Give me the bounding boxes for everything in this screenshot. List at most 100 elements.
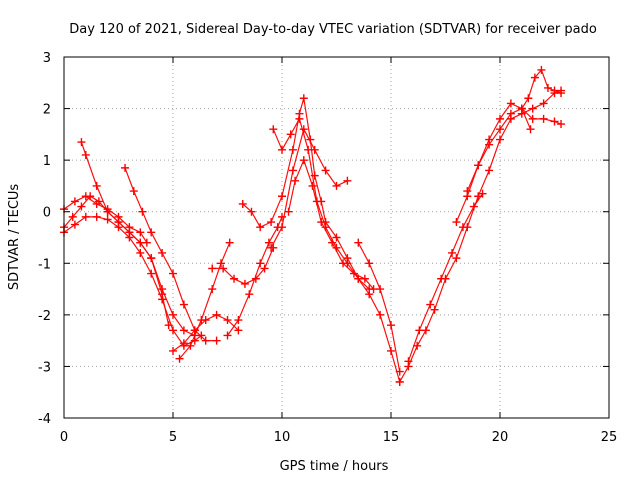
data-point: [179, 300, 188, 309]
data-point: [288, 166, 297, 175]
data-point: [528, 104, 537, 113]
data-point: [212, 336, 221, 345]
series-arc-8: [208, 243, 278, 288]
data-point: [286, 130, 295, 139]
y-axis-label: SDTVAR / TECUs: [7, 184, 22, 291]
y-tick-label: 3: [43, 51, 51, 66]
data-point: [169, 326, 177, 335]
data-point: [278, 145, 286, 154]
data-point: [550, 86, 559, 95]
y-tick-label: 1: [43, 154, 51, 169]
x-axis-label: GPS time / hours: [280, 459, 389, 474]
data-point: [317, 218, 326, 227]
data-point: [299, 125, 308, 134]
data-point: [230, 274, 239, 283]
series-trace: [270, 128, 348, 249]
data-point: [114, 218, 123, 227]
data-point: [103, 207, 112, 216]
data-point: [92, 181, 101, 190]
series-arc-4: [77, 138, 173, 330]
series-trace: [357, 242, 401, 372]
data-point: [354, 238, 363, 247]
data-point: [496, 135, 504, 144]
data-point: [147, 254, 156, 263]
data-point: [136, 228, 145, 237]
data-point: [234, 326, 243, 335]
data-point: [175, 354, 184, 363]
data-point: [452, 218, 461, 227]
data-point: [343, 176, 352, 185]
data-point: [201, 336, 210, 345]
data-point: [452, 254, 461, 263]
data-point: [278, 192, 286, 201]
data-point: [288, 145, 297, 154]
data-point: [474, 161, 483, 170]
x-tick-label: 20: [492, 430, 509, 445]
data-point: [506, 99, 515, 108]
data-point: [415, 326, 424, 335]
data-point: [164, 321, 173, 330]
data-point: [376, 310, 385, 319]
x-tick-label: 0: [60, 430, 68, 445]
data-point: [530, 73, 539, 82]
series-arc-18: [463, 104, 566, 196]
series-arc-9: [223, 212, 286, 340]
data-point: [256, 259, 265, 268]
data-point: [539, 99, 548, 108]
data-point: [478, 189, 487, 198]
data-point: [557, 120, 566, 129]
data-point: [77, 138, 86, 147]
series-arc-16: [404, 189, 487, 366]
data-point: [469, 202, 478, 211]
data-point: [245, 290, 254, 299]
data-point: [223, 316, 232, 325]
series-arc-3: [60, 192, 199, 340]
data-point: [557, 89, 566, 98]
data-point: [219, 264, 228, 273]
series-trace: [179, 242, 231, 360]
data-point: [430, 305, 439, 314]
series-trace: [80, 141, 170, 326]
data-point: [169, 310, 177, 319]
x-axis-ticks: 0 5 10 15 20 25: [60, 57, 617, 445]
data-point: [223, 331, 232, 340]
data-point: [267, 218, 276, 227]
data-point: [360, 274, 369, 283]
data-point: [528, 114, 537, 123]
data-point: [208, 264, 217, 273]
data-point: [524, 94, 533, 103]
data-point: [395, 367, 404, 376]
plot-frame: [63, 56, 610, 419]
data-point: [70, 220, 79, 229]
data-point: [70, 197, 79, 206]
data-point: [395, 377, 404, 386]
data-point: [169, 269, 177, 278]
series-arc-10: [238, 94, 404, 386]
data-point: [269, 125, 278, 134]
series-arc-19: [517, 65, 566, 113]
series-arc-13: [284, 156, 378, 294]
series-arc-2: [60, 212, 206, 350]
data-point: [125, 228, 134, 237]
data-point: [448, 248, 457, 257]
data-point: [284, 207, 293, 216]
data-point: [299, 156, 308, 165]
x-tick-label: 5: [169, 430, 177, 445]
data-point: [81, 150, 90, 159]
data-point: [526, 125, 535, 134]
series-arc-12: [269, 114, 374, 294]
data-point: [295, 114, 304, 123]
data-point: [387, 321, 395, 330]
data-point: [387, 346, 395, 355]
y-tick-label: -3: [38, 360, 51, 375]
data-point: [404, 357, 413, 366]
data-point: [77, 202, 86, 211]
data-point: [208, 285, 217, 294]
data-point: [339, 259, 348, 268]
data-point: [212, 310, 221, 319]
data-point: [238, 199, 247, 208]
data-point: [158, 290, 167, 299]
data-point: [485, 166, 494, 175]
series-arc-7: [175, 238, 234, 363]
data-point: [247, 207, 256, 216]
